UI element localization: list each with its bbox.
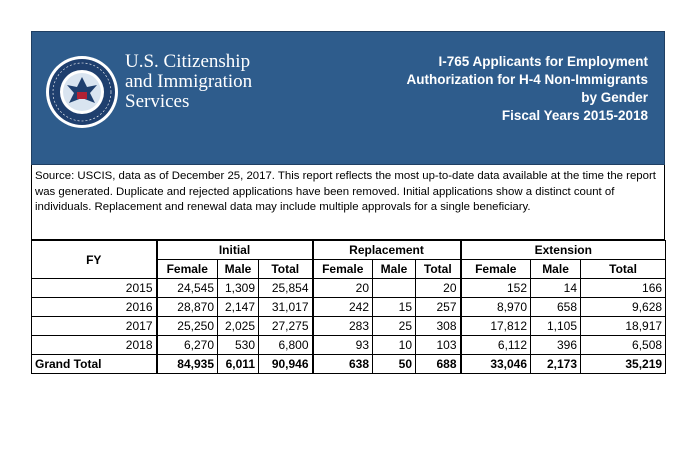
title-line-4: Fiscal Years 2015-2018	[501, 108, 648, 123]
cell-replacement-total: 308	[415, 316, 462, 336]
cell-extension-total: 35,219	[580, 354, 667, 374]
cell-replacement-male: 50	[372, 354, 417, 374]
subheader-initial-total: Total	[257, 259, 314, 279]
subheader-replacement-male: Male	[372, 259, 417, 279]
report-title: I-765 Applicants for Employment Authoriz…	[407, 53, 649, 125]
group-header-extension: Extension	[459, 240, 667, 260]
report-frame: U.S. Citizenship and Immigration Service…	[31, 31, 667, 374]
cell-extension-total: 9,628	[580, 297, 667, 317]
agency-line-1: U.S. Citizenship	[125, 51, 251, 72]
cell-extension-female: 17,812	[459, 316, 532, 336]
cell-initial-total: 90,946	[257, 354, 314, 374]
table-row: 2017 25,250 2,025 27,275 283 25 308 17,812 1,105…	[31, 316, 667, 336]
cell-extension-female: 8,970	[459, 297, 532, 317]
cell-extension-female: 6,112	[459, 335, 532, 355]
cell-extension-male: 2,173	[530, 354, 582, 374]
subheader-extension-female: Female	[459, 259, 532, 279]
cell-extension-total: 166	[580, 278, 667, 298]
cell-replacement-male: 10	[372, 335, 417, 355]
cell-replacement-female: 93	[311, 335, 374, 355]
subheader-extension-total: Total	[580, 259, 667, 279]
cell-extension-male: 1,105	[530, 316, 582, 336]
cell-initial-male: 2,147	[217, 297, 259, 317]
cell-replacement-total: 688	[415, 354, 462, 374]
cell-initial-total: 27,275	[257, 316, 314, 336]
cell-initial-total: 6,800	[257, 335, 314, 355]
cell-replacement-total: 257	[415, 297, 462, 317]
cell-extension-female: 33,046	[459, 354, 532, 374]
grand-total-row: Grand Total 84,935 6,011 90,946 638 50 688 33,0…	[31, 354, 667, 374]
cell-initial-female: 6,270	[155, 335, 218, 355]
title-line-3: by Gender	[581, 90, 648, 105]
fy-cell: 2017	[31, 316, 157, 336]
subheader-replacement-total: Total	[415, 259, 462, 279]
dhs-seal-icon	[46, 56, 118, 128]
fy-cell: 2018	[31, 335, 157, 355]
fy-header: FY	[31, 240, 157, 279]
cell-initial-total: 25,854	[257, 278, 314, 298]
title-line-1: I-765 Applicants for Employment	[438, 54, 648, 69]
cell-initial-male: 530	[217, 335, 259, 355]
cell-initial-male: 6,011	[217, 354, 259, 374]
cell-initial-female: 24,545	[155, 278, 218, 298]
fy-cell: 2016	[31, 297, 157, 317]
cell-extension-female: 152	[459, 278, 532, 298]
cell-initial-female: 84,935	[155, 354, 218, 374]
subheader-initial-male: Male	[217, 259, 259, 279]
cell-initial-female: 25,250	[155, 316, 218, 336]
agency-line-2: and Immigration	[125, 71, 253, 92]
group-header-replacement: Replacement	[311, 240, 462, 260]
agency-line-3: Services	[125, 91, 190, 112]
cell-extension-male: 658	[530, 297, 582, 317]
group-header-initial: Initial	[155, 240, 314, 260]
cell-replacement-female: 638	[311, 354, 374, 374]
table-row: 2015 24,545 1,309 25,854 20 20 152 14 166	[31, 278, 667, 298]
cell-replacement-female: 242	[311, 297, 374, 317]
cell-initial-male: 1,309	[217, 278, 259, 298]
header-banner: U.S. Citizenship and Immigration Service…	[31, 31, 665, 165]
table-row: 2016 28,870 2,147 31,017 242 15 257 8,970 658 9,6…	[31, 297, 667, 317]
table-row: 2018 6,270 530 6,800 93 10 103 6,112 396 6,508	[31, 335, 667, 355]
cell-extension-male: 396	[530, 335, 582, 355]
grand-total-label: Grand Total	[31, 354, 157, 374]
cell-replacement-male	[372, 278, 417, 298]
cell-initial-female: 28,870	[155, 297, 218, 317]
cell-replacement-total: 20	[415, 278, 462, 298]
group-header-row: FY Initial Replacement Extension	[31, 240, 667, 279]
data-table: FY Initial Replacement Extension Female …	[31, 240, 667, 374]
source-note: Source: USCIS, data as of December 25, 2…	[31, 165, 665, 240]
fy-cell: 2015	[31, 278, 157, 298]
cell-replacement-male: 15	[372, 297, 417, 317]
cell-replacement-male: 25	[372, 316, 417, 336]
subheader-initial-female: Female	[155, 259, 218, 279]
cell-extension-total: 18,917	[580, 316, 667, 336]
cell-extension-male: 14	[530, 278, 582, 298]
cell-replacement-female: 20	[311, 278, 374, 298]
cell-replacement-female: 283	[311, 316, 374, 336]
cell-initial-male: 2,025	[217, 316, 259, 336]
subheader-replacement-female: Female	[311, 259, 374, 279]
cell-extension-total: 6,508	[580, 335, 667, 355]
cell-initial-total: 31,017	[257, 297, 314, 317]
cell-replacement-total: 103	[415, 335, 462, 355]
subheader-extension-male: Male	[530, 259, 582, 279]
agency-name: U.S. Citizenship and Immigration Service…	[125, 52, 252, 112]
title-line-2: Authorization for H-4 Non-Immigrants	[406, 72, 649, 87]
